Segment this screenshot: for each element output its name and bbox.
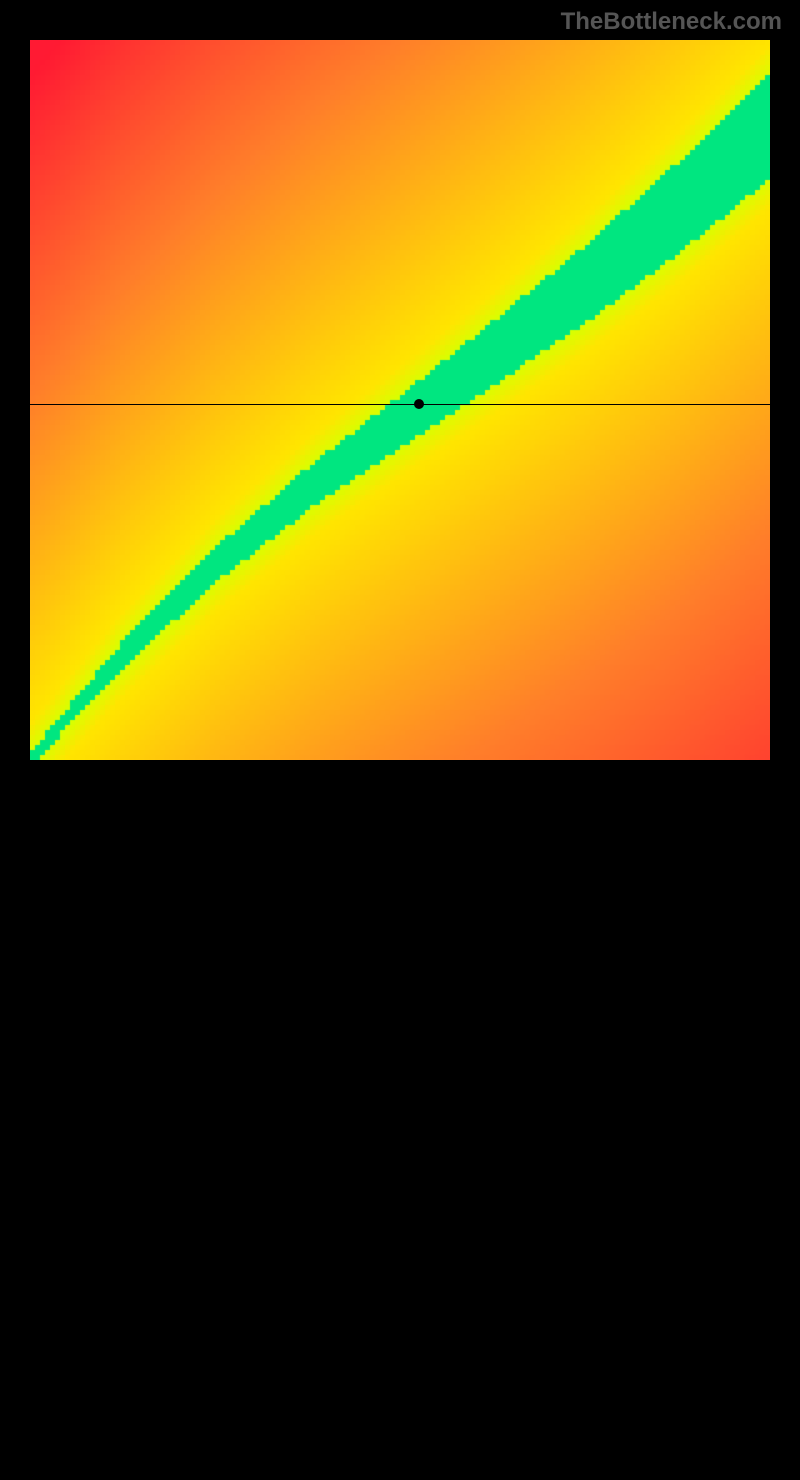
chart-container: TheBottleneck.com bbox=[0, 0, 800, 800]
plot-area bbox=[30, 40, 770, 760]
crosshair-vertical bbox=[419, 760, 420, 1480]
crosshair-marker bbox=[414, 399, 424, 409]
heatmap-canvas bbox=[30, 40, 770, 760]
watermark-text: TheBottleneck.com bbox=[561, 8, 782, 36]
crosshair-horizontal bbox=[30, 404, 770, 405]
